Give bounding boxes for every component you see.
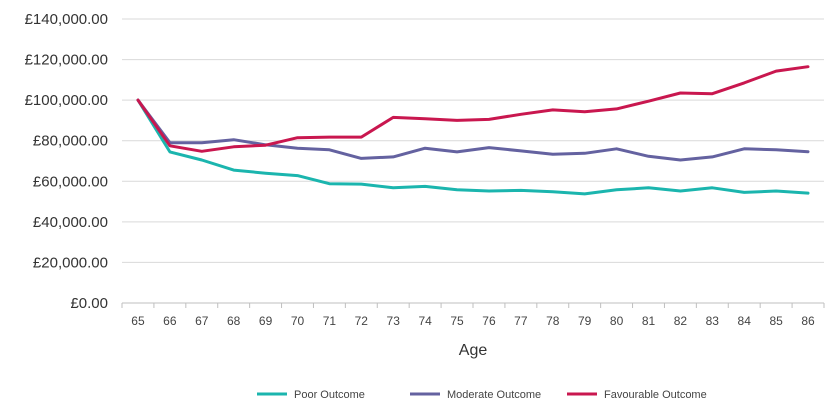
x-tick-label: 72 bbox=[355, 314, 369, 328]
y-axis-ticks: £0.00 £20,000.00 £40,000.00 £60,000.00 £80,0… bbox=[25, 11, 108, 312]
legend: Poor Outcome Moderate Outcome Favourable O… bbox=[257, 389, 707, 401]
x-tick-label: 74 bbox=[418, 314, 432, 328]
x-tick-label: 84 bbox=[738, 314, 752, 328]
x-tick-label: 70 bbox=[291, 314, 305, 328]
legend-label: Moderate Outcome bbox=[447, 389, 541, 401]
x-tick-label: 73 bbox=[387, 314, 401, 328]
y-tick-label: £120,000.00 bbox=[25, 52, 108, 69]
x-tick-label: 68 bbox=[227, 314, 241, 328]
x-tick-label: 71 bbox=[323, 314, 337, 328]
x-tick-label: 86 bbox=[801, 314, 815, 328]
y-tick-label: £20,000.00 bbox=[33, 254, 108, 271]
x-tick-label: 79 bbox=[578, 314, 592, 328]
x-tick-label: 78 bbox=[546, 314, 560, 328]
x-tick-label: 82 bbox=[674, 314, 688, 328]
x-tick-label: 65 bbox=[131, 314, 145, 328]
y-tick-label: £40,000.00 bbox=[33, 214, 108, 231]
series-lines bbox=[136, 65, 810, 196]
y-tick-label: £0.00 bbox=[70, 295, 108, 312]
x-tick-label: 76 bbox=[482, 314, 496, 328]
x-axis-title: Age bbox=[459, 342, 488, 359]
series-line-moderate-outcome bbox=[136, 98, 810, 162]
x-tick-label: 67 bbox=[195, 314, 209, 328]
x-tick-label: 80 bbox=[610, 314, 624, 328]
series-line-poor-outcome bbox=[136, 98, 810, 196]
x-tick-label: 69 bbox=[259, 314, 273, 328]
y-tick-label: £100,000.00 bbox=[25, 92, 108, 109]
x-axis-ticks: 65 66 67 68 69 70 71 72 73 74 75 76 77 78 79 80 81 82 83 84… bbox=[121, 303, 825, 328]
y-tick-label: £80,000.00 bbox=[33, 133, 108, 150]
legend-label: Poor Outcome bbox=[294, 389, 365, 401]
x-tick-label: 66 bbox=[163, 314, 177, 328]
legend-label: Favourable Outcome bbox=[604, 389, 707, 401]
x-tick-label: 81 bbox=[642, 314, 656, 328]
x-tick-label: 83 bbox=[706, 314, 720, 328]
x-tick-label: 77 bbox=[514, 314, 528, 328]
y-tick-label: £140,000.00 bbox=[25, 11, 108, 28]
x-tick-label: 75 bbox=[450, 314, 464, 328]
series-line-favourable-outcome bbox=[136, 65, 810, 153]
x-tick-label: 85 bbox=[769, 314, 783, 328]
y-tick-label: £60,000.00 bbox=[33, 173, 108, 190]
